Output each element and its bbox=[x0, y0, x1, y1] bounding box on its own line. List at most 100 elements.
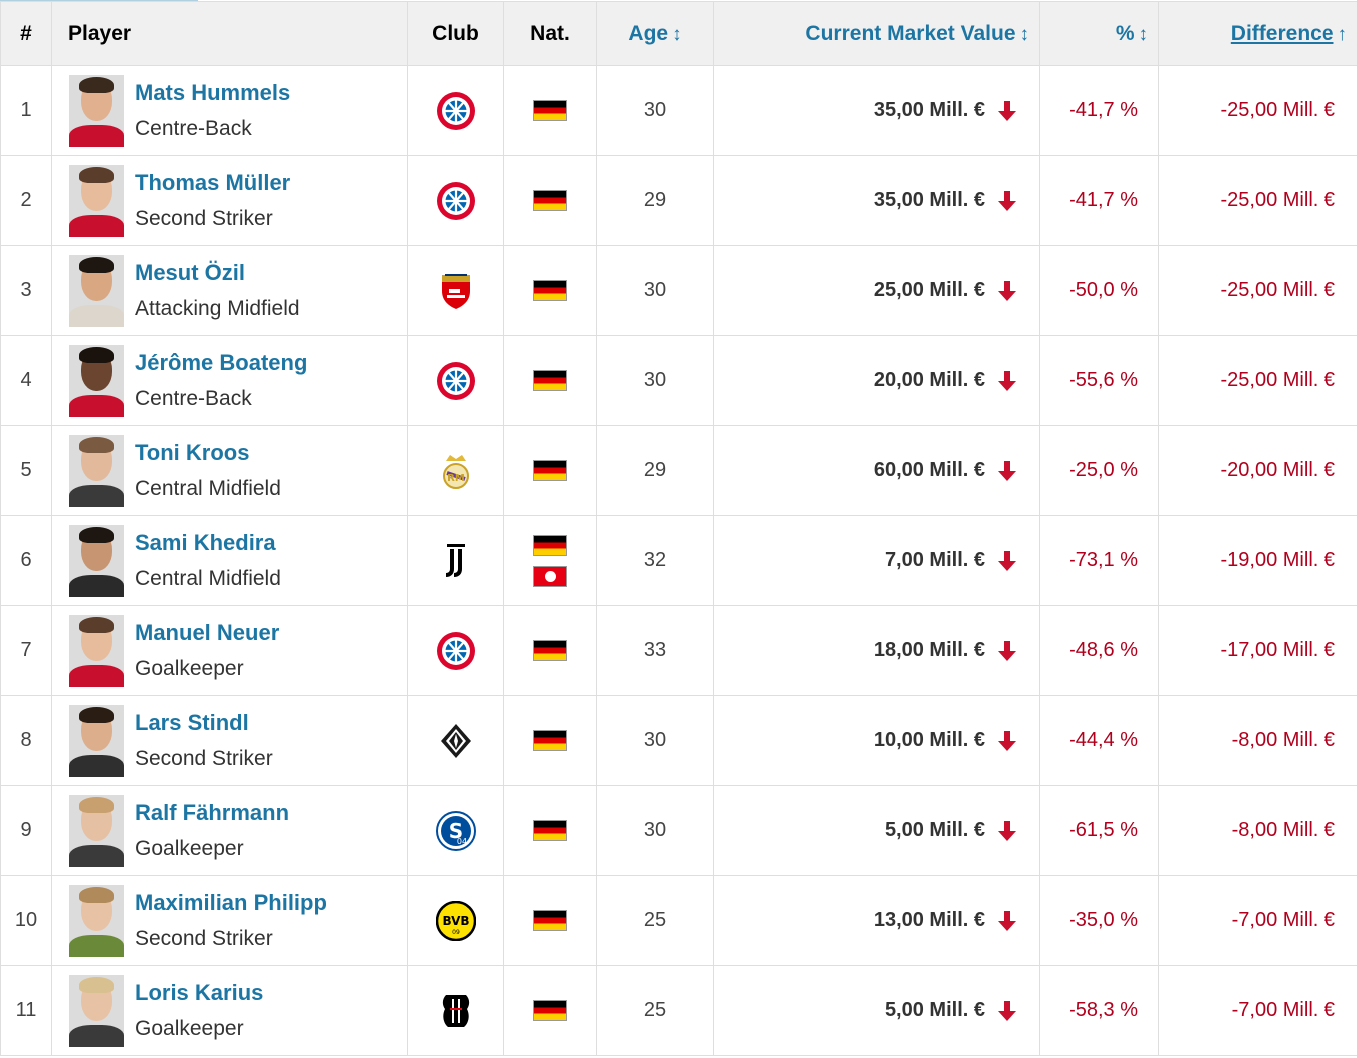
header-percent[interactable]: % ↕ bbox=[1039, 1, 1159, 66]
rank-cell: 11 bbox=[0, 965, 52, 1056]
germany-flag-icon bbox=[533, 820, 567, 842]
germany-flag-icon bbox=[533, 1000, 567, 1022]
difference-cell: -25,00 Mill. € bbox=[1158, 245, 1357, 336]
player-photo[interactable] bbox=[69, 974, 124, 1047]
sort-icon[interactable]: ↕ bbox=[1138, 23, 1149, 45]
percent-cell: -61,5 % bbox=[1039, 785, 1159, 876]
player-position: Attacking Midfield bbox=[135, 296, 300, 320]
value-down-arrow-icon bbox=[998, 100, 1016, 121]
gladbach-crest-icon[interactable] bbox=[436, 723, 476, 758]
player-photo[interactable] bbox=[69, 704, 124, 777]
player-photo[interactable] bbox=[69, 614, 124, 687]
value-down-arrow-icon bbox=[998, 820, 1016, 841]
player-name-link[interactable]: Mesut Özil bbox=[135, 259, 246, 285]
schalke-crest-icon[interactable]: S 04 bbox=[435, 810, 476, 851]
header-market-value[interactable]: Current Market Value ↕ bbox=[713, 1, 1040, 66]
sort-icon[interactable]: ↕ bbox=[1019, 23, 1030, 45]
age-cell: 30 bbox=[596, 695, 714, 786]
age-cell: 30 bbox=[596, 335, 714, 426]
player-photo[interactable] bbox=[69, 344, 124, 417]
table-row-2: 2 Thomas Müller Second Striker 29 35,00 … bbox=[0, 155, 1357, 246]
percent-cell: -25,0 % bbox=[1039, 425, 1159, 516]
rank-cell: 5 bbox=[0, 425, 52, 516]
club-cell bbox=[407, 155, 504, 246]
player-name-link[interactable]: Toni Kroos bbox=[135, 439, 250, 465]
market-value: 7,00 Mill. € bbox=[884, 549, 985, 571]
player-name-link[interactable]: Manuel Neuer bbox=[135, 619, 280, 645]
bayern-crest-icon[interactable] bbox=[436, 181, 476, 220]
player-photo[interactable] bbox=[69, 794, 124, 867]
header-age[interactable]: Age ↕ bbox=[596, 1, 714, 66]
real-madrid-crest-icon[interactable]: RM bbox=[436, 454, 476, 489]
header-difference-link[interactable]: Difference bbox=[1230, 21, 1334, 45]
difference-value: -20,00 Mill. € bbox=[1220, 459, 1336, 481]
club-cell: RM bbox=[407, 425, 504, 516]
player-photo[interactable] bbox=[69, 254, 124, 327]
percent-cell: -73,1 % bbox=[1039, 515, 1159, 606]
rank-number: 9 bbox=[20, 819, 32, 841]
market-value: 5,00 Mill. € bbox=[884, 819, 985, 841]
player-name-link[interactable]: Jérôme Boateng bbox=[135, 349, 308, 375]
player-name-link[interactable]: Lars Stindl bbox=[135, 709, 249, 735]
club-cell bbox=[407, 605, 504, 696]
sort-ascending-icon[interactable]: ↑ bbox=[1337, 23, 1348, 45]
value-down-arrow-icon bbox=[998, 370, 1016, 391]
difference-value: -8,00 Mill. € bbox=[1231, 819, 1335, 841]
bayern-crest-icon[interactable] bbox=[436, 631, 476, 670]
market-value-cell: 7,00 Mill. € bbox=[713, 515, 1040, 606]
nationality-cell bbox=[503, 695, 597, 786]
player-name-link[interactable]: Loris Karius bbox=[135, 979, 264, 1005]
difference-cell: -20,00 Mill. € bbox=[1158, 425, 1357, 516]
header-club: Club bbox=[407, 1, 504, 66]
bayern-crest-icon[interactable] bbox=[436, 91, 476, 130]
svg-text:RM: RM bbox=[447, 473, 465, 484]
bayern-crest-icon[interactable] bbox=[436, 361, 476, 400]
nationality-cell bbox=[503, 65, 597, 156]
player-photo[interactable] bbox=[69, 434, 124, 507]
age-cell: 30 bbox=[596, 65, 714, 156]
player-name-link[interactable]: Mats Hummels bbox=[135, 79, 291, 105]
dortmund-crest-icon[interactable]: BVB 09 bbox=[435, 900, 476, 941]
age-value: 30 bbox=[643, 99, 667, 121]
market-value: 5,00 Mill. € bbox=[884, 999, 985, 1021]
nationality-cell bbox=[503, 425, 597, 516]
tunisia-flag-icon bbox=[533, 565, 567, 587]
player-photo[interactable] bbox=[69, 74, 124, 147]
rank-cell: 1 bbox=[0, 65, 52, 156]
svg-text:S: S bbox=[448, 819, 462, 843]
player-photo[interactable] bbox=[69, 524, 124, 597]
header-difference[interactable]: Difference ↑ bbox=[1158, 1, 1357, 66]
sort-icon[interactable]: ↕ bbox=[672, 23, 682, 45]
juventus-crest-icon[interactable] bbox=[436, 543, 476, 577]
nationality-cell bbox=[503, 785, 597, 876]
player-name-link[interactable]: Sami Khedira bbox=[135, 529, 276, 555]
player-photo[interactable] bbox=[69, 884, 124, 957]
market-value-cell: 13,00 Mill. € bbox=[713, 875, 1040, 966]
nationality-cell bbox=[503, 515, 597, 606]
percent-change: -25,0 % bbox=[1069, 459, 1138, 481]
player-photo[interactable] bbox=[69, 164, 124, 237]
player-name-link[interactable]: Ralf Fährmann bbox=[135, 799, 290, 825]
age-cell: 32 bbox=[596, 515, 714, 606]
club-cell bbox=[407, 965, 504, 1056]
difference-cell: -8,00 Mill. € bbox=[1158, 695, 1357, 786]
percent-change: -35,0 % bbox=[1069, 909, 1138, 931]
table-row-8: 8 Lars Stindl Second Striker 30 10,00 Mi… bbox=[0, 695, 1357, 786]
age-value: 25 bbox=[643, 909, 667, 931]
besiktas-crest-icon[interactable] bbox=[436, 994, 476, 1027]
value-down-arrow-icon bbox=[998, 640, 1016, 661]
market-value-cell: 60,00 Mill. € bbox=[713, 425, 1040, 516]
percent-change: -41,7 % bbox=[1069, 189, 1138, 211]
player-name-link[interactable]: Thomas Müller bbox=[135, 169, 291, 195]
svg-text:04: 04 bbox=[456, 837, 466, 846]
difference-value: -7,00 Mill. € bbox=[1231, 909, 1335, 931]
header-percent-label[interactable]: % bbox=[1115, 21, 1135, 45]
header-age-label[interactable]: Age bbox=[628, 21, 669, 45]
player-position: Second Striker bbox=[135, 926, 273, 950]
player-name-link[interactable]: Maximilian Philipp bbox=[135, 889, 327, 915]
club-cell: S 04 bbox=[407, 785, 504, 876]
header-market-value-label[interactable]: Current Market Value bbox=[805, 21, 1016, 45]
arsenal-crest-icon[interactable] bbox=[436, 273, 476, 309]
club-cell bbox=[407, 695, 504, 786]
difference-cell: -19,00 Mill. € bbox=[1158, 515, 1357, 606]
